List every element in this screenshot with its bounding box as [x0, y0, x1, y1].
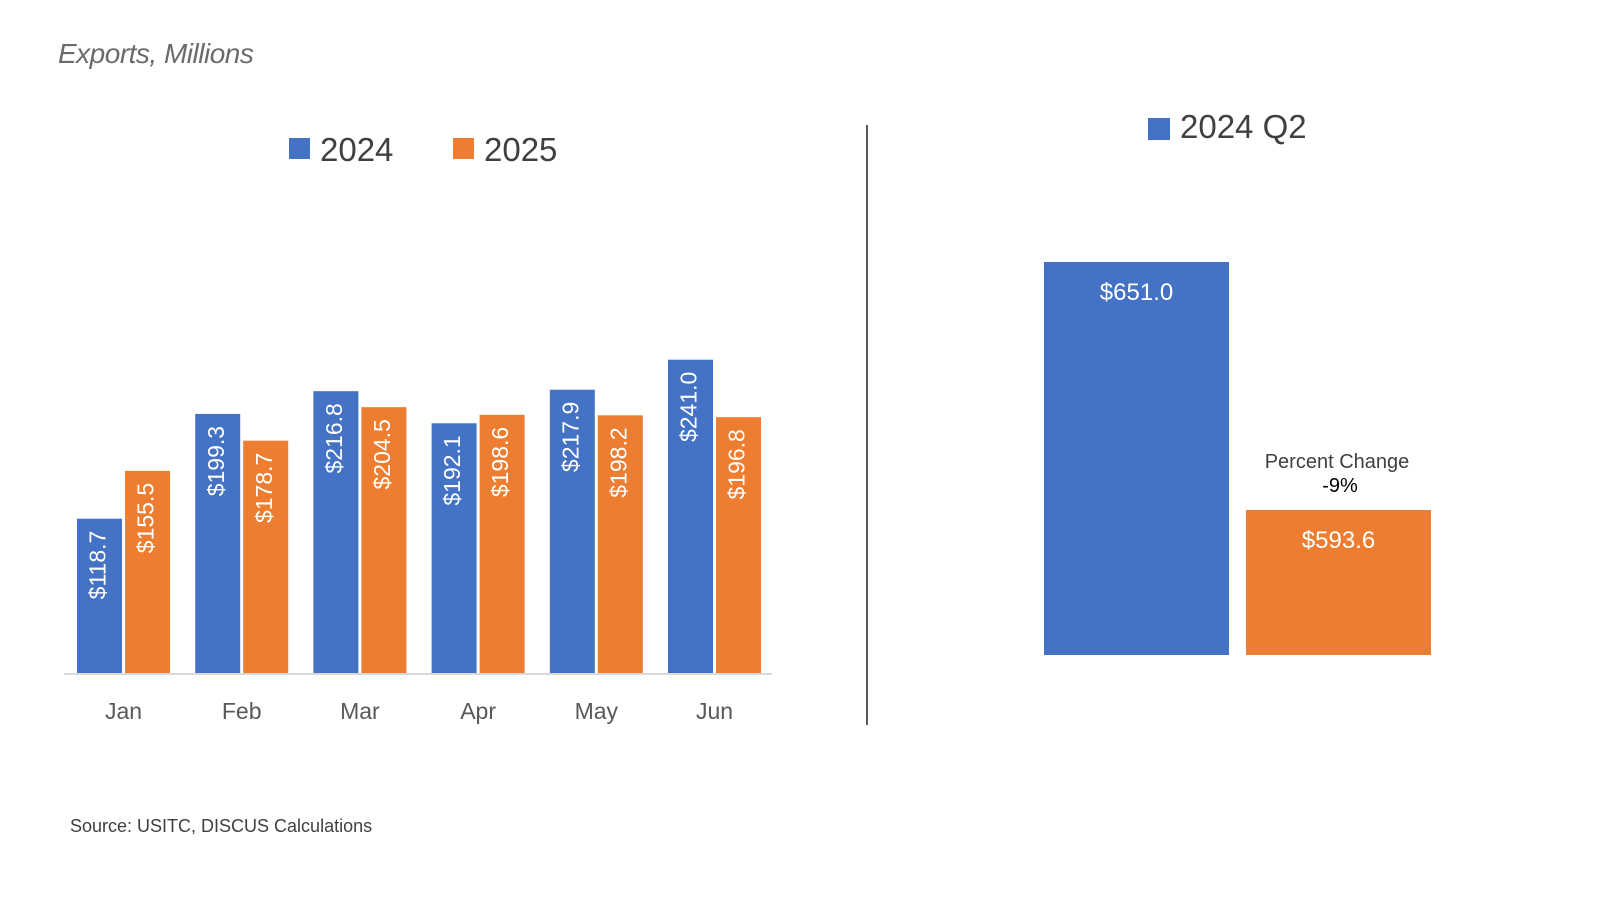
bar-label-2025-mar: $204.5 — [369, 419, 395, 489]
month-label-apr: Apr — [460, 698, 496, 724]
bar-2025-feb — [243, 440, 289, 673]
month-label-may: May — [575, 698, 619, 724]
legend-label-2024: 2024 — [320, 131, 393, 168]
monthly-bars: $118.7 $155.5 $199.3 $178.7 $216.8 $204.5 $192… — [77, 359, 761, 673]
month-label-feb: Feb — [222, 698, 262, 724]
legend-swatch-2025 — [453, 138, 474, 159]
bar-label-2025-jan: $155.5 — [133, 483, 159, 553]
month-label-mar: Mar — [340, 698, 380, 724]
quarter-bars: $651.0 $593.6 — [1044, 262, 1431, 655]
bar-label-2025-jun: $196.8 — [724, 429, 750, 499]
bar-2024-jun — [668, 359, 713, 673]
bar-2025-mar — [361, 407, 407, 673]
legend-swatch-q2 — [1148, 118, 1170, 140]
bar-2025-jun — [716, 417, 761, 673]
quarterly-exports-chart: 2024 Q2 $651.0 $593.6 Percent Change -9% — [1044, 108, 1431, 655]
bar-label-2024-jun: $241.0 — [676, 372, 702, 442]
bar-label-q2-2025: $593.6 — [1302, 527, 1375, 554]
bar-2025-apr — [479, 414, 525, 673]
bar-q2-2024 — [1044, 262, 1229, 655]
month-labels: Jan Feb Mar Apr May Jun — [105, 698, 733, 724]
percent-change-title: Percent Change — [1265, 451, 1410, 473]
bar-2024-may — [549, 389, 595, 673]
bar-2025-may — [597, 415, 643, 673]
month-label-jun: Jun — [696, 698, 733, 724]
legend-swatch-2024 — [289, 138, 310, 159]
bar-2024-mar — [313, 391, 359, 673]
bar-label-2024-mar: $216.8 — [321, 403, 347, 473]
bar-label-2025-feb: $178.7 — [251, 453, 277, 523]
bar-2025-jan — [125, 470, 170, 673]
bar-label-2024-feb: $199.3 — [203, 426, 229, 496]
source-note: Source: USITC, DISCUS Calculations — [70, 816, 373, 836]
bar-q2-2025 — [1246, 510, 1431, 655]
bar-label-2024-jan: $118.7 — [85, 531, 111, 600]
month-label-jan: Jan — [105, 698, 142, 724]
page-title: Exports, Millions — [58, 38, 254, 69]
bar-label-2025-apr: $198.6 — [487, 427, 513, 497]
legend-label-q2: 2024 Q2 — [1180, 108, 1307, 145]
bar-label-2024-apr: $192.1 — [439, 435, 465, 505]
bar-2024-feb — [195, 413, 241, 673]
bar-label-2025-may: $198.2 — [605, 427, 631, 497]
bar-2024-apr — [431, 423, 477, 673]
bar-label-2024-may: $217.9 — [557, 402, 583, 472]
bar-label-q2-2024: $651.0 — [1100, 279, 1173, 306]
monthly-exports-chart: 2024 2025 $118.7 $155.5 $199.3 $178.7 $216.8… — [64, 131, 772, 724]
percent-change-value: -9% — [1322, 475, 1358, 497]
bar-2024-jan — [77, 518, 122, 673]
legend-label-2025: 2025 — [484, 131, 557, 168]
